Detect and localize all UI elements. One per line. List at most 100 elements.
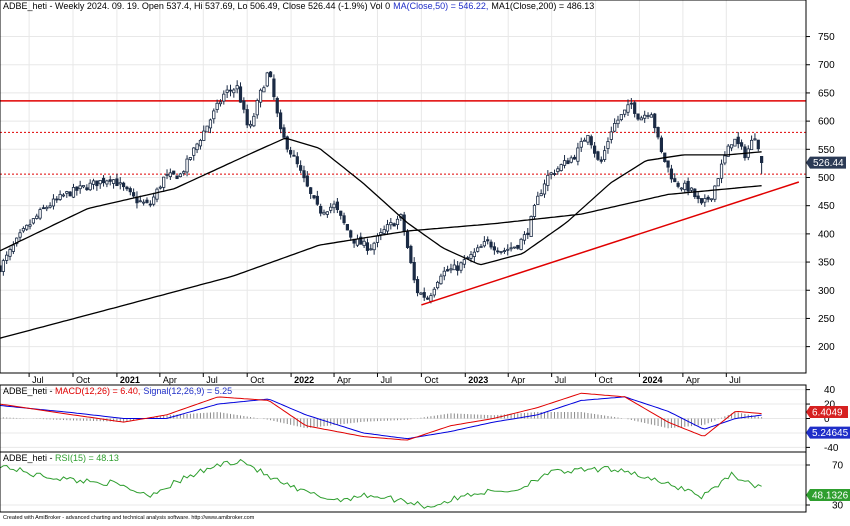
x-tick-label: Oct [76, 375, 91, 385]
candle-body [31, 218, 36, 224]
candle-body [669, 168, 674, 180]
candle-body [198, 139, 203, 147]
macd-y-tick-label: 40 [824, 385, 836, 396]
candle-body [258, 89, 263, 103]
candle-body [309, 187, 313, 194]
candle-body [539, 193, 543, 197]
candle-body [335, 201, 339, 211]
price-y-axis: 200 250 300 350 400 450 500 550 600 650 700 750 526.… [806, 32, 846, 353]
rsi-line [0, 458, 762, 509]
price-y-tick-label: 600 [818, 117, 835, 128]
last-price-label: 526.44 [813, 158, 844, 169]
candle-body [613, 123, 617, 132]
candle-body [325, 211, 329, 215]
candle-body [265, 72, 269, 87]
candle-body [262, 87, 266, 93]
candle-body [372, 242, 376, 251]
candle-body [85, 187, 89, 191]
candle-body [81, 185, 86, 188]
candle-body [683, 182, 687, 190]
candle-body [643, 114, 647, 119]
candle-body [733, 138, 737, 147]
candle-body [743, 146, 747, 159]
x-tick-label: Apr [337, 375, 351, 385]
candle-body [292, 154, 296, 157]
candle-body [238, 86, 243, 103]
signal-value-label: 5.24645 [812, 428, 849, 439]
candle-body [389, 222, 393, 226]
footer-credit: Created with AmiBroker - advanced charti… [3, 515, 255, 521]
x-tick-label: Jul [206, 375, 218, 385]
candle-body [255, 100, 259, 116]
candle-body [693, 188, 697, 198]
candle-body [35, 215, 39, 219]
candle-body [345, 224, 350, 231]
candle-body [148, 203, 152, 206]
macd-value-label: 6.4049 [812, 408, 843, 419]
candle-body [305, 175, 309, 187]
macd-grid [0, 389, 806, 448]
candle-body [252, 115, 256, 127]
candle-body [659, 137, 664, 153]
candle-body [442, 270, 446, 277]
candle-body [549, 172, 553, 175]
candle-body [502, 250, 507, 252]
candle-body [566, 160, 570, 165]
candle-body [225, 89, 229, 93]
candle-body [569, 157, 573, 163]
candle-body [222, 93, 226, 102]
ma200-line [0, 185, 762, 339]
candle-body [228, 89, 233, 92]
candle-body [359, 236, 363, 245]
price-panel: 200 250 300 350 400 450 500 550 600 650 700 750 526.… [0, 0, 846, 374]
candle-body [235, 85, 239, 90]
x-tick-label: 2024 [642, 375, 662, 385]
macd-line [0, 392, 762, 441]
macd-y-tick-label: -40 [824, 443, 839, 454]
candle-body [51, 198, 56, 207]
candle-body [589, 136, 593, 146]
candle-body [599, 159, 603, 162]
candle-body [699, 198, 704, 204]
macd-histogram [0, 412, 763, 429]
candle-body [61, 194, 66, 197]
price-y-tick-label: 250 [818, 314, 835, 325]
x-tick-label: Apr [163, 375, 177, 385]
signal-value-badge [806, 426, 850, 439]
candle-body [362, 240, 366, 247]
candle-body [45, 206, 49, 210]
candle-body [268, 71, 273, 78]
price-y-tick-label: 500 [818, 173, 835, 184]
price-hlines [0, 100, 806, 175]
candle-body [623, 109, 627, 115]
candle-body [342, 215, 346, 224]
candle-body [118, 182, 122, 185]
candle-body [68, 191, 72, 197]
last-price-badge [806, 156, 846, 169]
candle-body [339, 210, 343, 216]
candle-body [552, 173, 557, 175]
candle-body [322, 211, 326, 215]
candle-body [446, 269, 450, 272]
candle-body [205, 125, 209, 133]
macd-header-signal: Signal(12,26,9) = 5.25 [143, 386, 232, 396]
candle-body [526, 232, 530, 236]
x-tick-label: Apr [686, 375, 700, 385]
x-tick-label: Jul [729, 375, 741, 385]
candle-body [315, 195, 319, 205]
rsi-grid [0, 464, 806, 506]
x-tick-label: Jul [380, 375, 392, 385]
candle-body [282, 127, 286, 138]
candle-body [719, 163, 724, 179]
candle-body [639, 117, 643, 121]
candle-body [439, 275, 443, 285]
candle-body [556, 168, 560, 173]
candle-body [111, 179, 116, 184]
candle-body [609, 131, 613, 140]
candle-body [285, 136, 289, 150]
candle-body [65, 191, 69, 194]
candle-body [115, 178, 119, 187]
candle-body [509, 247, 513, 250]
candle-body [606, 141, 610, 149]
